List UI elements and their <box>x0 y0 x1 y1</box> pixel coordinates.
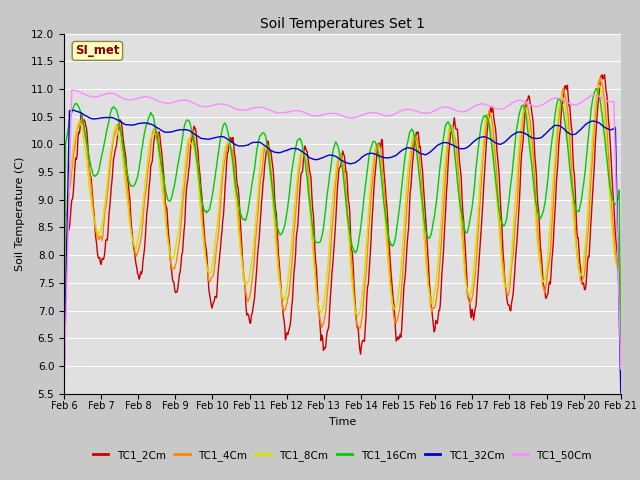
Title: Soil Temperatures Set 1: Soil Temperatures Set 1 <box>260 17 425 31</box>
Legend: TC1_2Cm, TC1_4Cm, TC1_8Cm, TC1_16Cm, TC1_32Cm, TC1_50Cm: TC1_2Cm, TC1_4Cm, TC1_8Cm, TC1_16Cm, TC1… <box>89 445 596 465</box>
Text: SI_met: SI_met <box>75 44 120 58</box>
X-axis label: Time: Time <box>329 417 356 427</box>
Y-axis label: Soil Temperature (C): Soil Temperature (C) <box>15 156 26 271</box>
